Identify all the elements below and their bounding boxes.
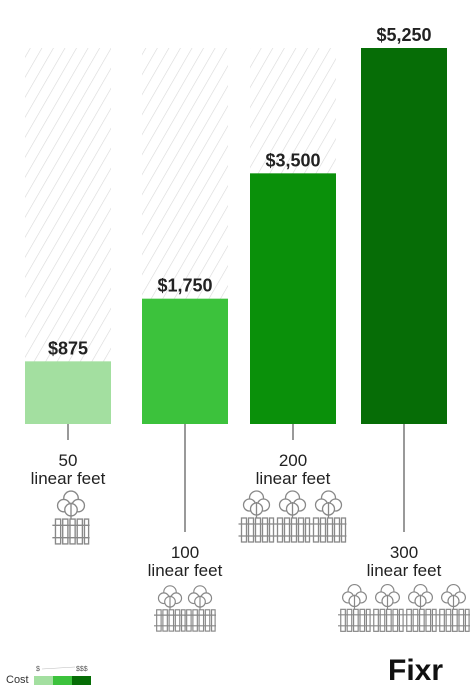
- fence-icon: [338, 583, 371, 632]
- fence-icon: [310, 490, 347, 543]
- legend-swatch: [72, 676, 91, 685]
- value-label: $5,250: [376, 25, 431, 45]
- legend-swatch: [34, 676, 53, 685]
- bar: [250, 173, 336, 424]
- value-label: $875: [48, 338, 88, 358]
- category-label: 100 linear feet: [147, 543, 223, 580]
- legend-high: $$$: [76, 666, 88, 673]
- legend-swatch: [53, 676, 72, 685]
- fence-icon: [238, 490, 275, 543]
- bar: [142, 298, 228, 424]
- fence-icon: [184, 585, 216, 632]
- legend-title: Cost: [6, 674, 29, 686]
- fence-icon: [437, 583, 470, 632]
- legend-low: $: [36, 666, 40, 673]
- logo: Fixr: [388, 654, 443, 687]
- fence-icon: [404, 583, 437, 632]
- legend-ramp: [41, 666, 76, 670]
- fence-icon: [274, 490, 311, 543]
- fence-icon: [154, 585, 186, 632]
- category-label: 50 linear feet: [30, 451, 106, 488]
- legend: Cost $ $$$: [6, 666, 91, 686]
- bar: [25, 361, 111, 424]
- fence-icon: [371, 583, 404, 632]
- fence-icon: [52, 490, 90, 545]
- category-label: 200 linear feet: [255, 451, 331, 488]
- bar: [361, 48, 447, 424]
- category-label: 300 linear feet: [366, 543, 442, 580]
- value-label: $3,500: [265, 150, 320, 170]
- value-label: $1,750: [157, 276, 212, 296]
